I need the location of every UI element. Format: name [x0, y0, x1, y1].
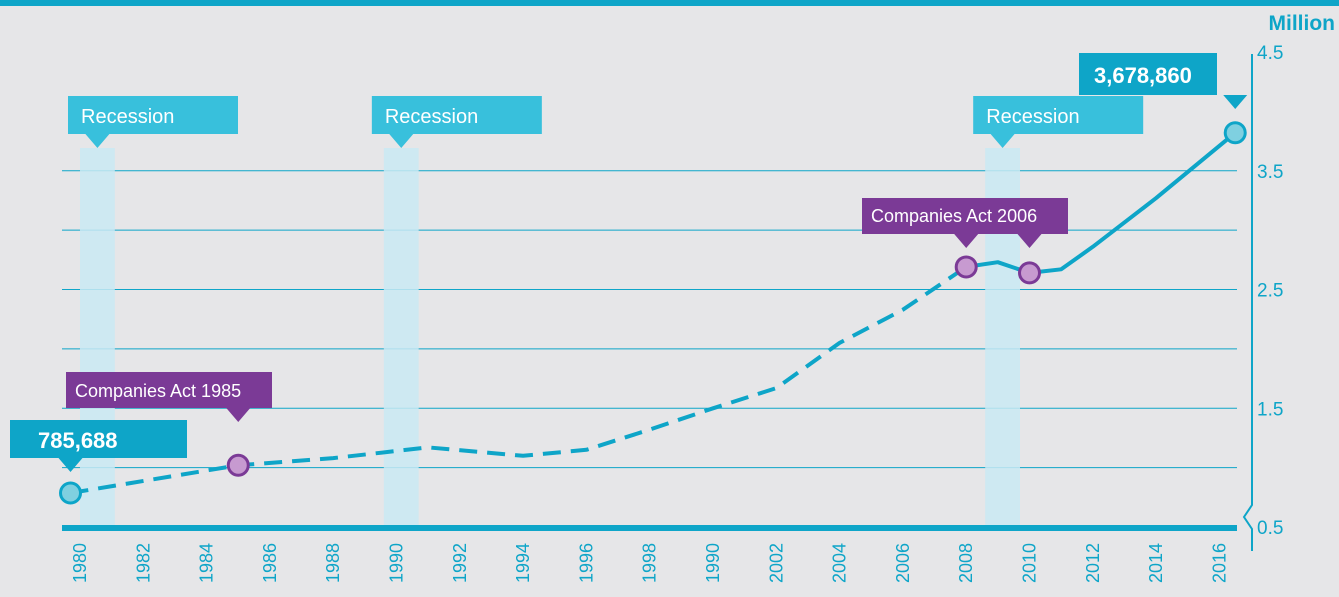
event-label-box [862, 198, 1068, 248]
x-tick-label: 1990 [703, 543, 723, 583]
recession-label-box [371, 96, 542, 148]
event-label-box [66, 372, 272, 422]
recession-label: Recession [385, 106, 478, 128]
x-tick-label: 2010 [1020, 543, 1040, 583]
event-label: Companies Act 2006 [871, 206, 1037, 226]
x-axis-baseline [62, 525, 1237, 531]
recession-label: Recession [81, 106, 174, 128]
recession-band [383, 148, 419, 527]
x-tick-label: 1984 [197, 543, 217, 583]
start-value-marker [59, 481, 83, 505]
y-tick-label: 2.5 [1257, 281, 1283, 302]
end-value-callout-box [1079, 53, 1248, 109]
event-marker [954, 255, 978, 279]
x-tick-label: 1982 [133, 543, 153, 583]
recession-label-box [68, 96, 238, 148]
x-tick-label: 1986 [260, 543, 280, 583]
x-tick-label: 1992 [450, 543, 470, 583]
top-accent-bar [0, 0, 1339, 6]
event-marker [1018, 261, 1041, 285]
series-line-solid [965, 131, 1237, 275]
start-value-callout-box [10, 420, 187, 472]
recession-label-box [973, 96, 1144, 148]
y-tick-label: 1.5 [1257, 399, 1283, 420]
y-axis-line [1242, 54, 1253, 551]
y-tick-label: 0.5 [1257, 518, 1283, 539]
recession-label: Recession [986, 106, 1079, 128]
y-tick-label: 4.5 [1257, 43, 1283, 64]
x-tick-label: 2006 [893, 543, 913, 583]
x-tick-label: 2002 [766, 543, 786, 583]
event-label: Companies Act 1985 [75, 381, 241, 401]
x-tick-label: 2014 [1146, 543, 1166, 583]
x-tick-label: 2004 [830, 543, 850, 583]
end-value-label: 3,678,860 [1094, 63, 1192, 88]
y-axis-unit-label: Million [1268, 12, 1336, 35]
x-tick-label: 1996 [576, 543, 596, 583]
y-tick-label: 3.5 [1257, 162, 1283, 183]
recession-band [80, 148, 115, 527]
event-marker [226, 453, 250, 477]
x-tick-label: 1988 [323, 543, 343, 583]
x-tick-label: 2016 [1209, 543, 1229, 583]
x-tick-label: 1980 [70, 543, 90, 583]
x-tick-label: 1994 [513, 543, 533, 583]
x-tick-label: 1990 [387, 543, 407, 583]
x-tick-label: 1998 [640, 543, 660, 583]
x-tick-label: 2012 [1083, 543, 1103, 583]
end-value-marker [1223, 121, 1247, 145]
start-value-label: 785,688 [38, 428, 118, 453]
x-tick-label: 2008 [956, 543, 976, 583]
